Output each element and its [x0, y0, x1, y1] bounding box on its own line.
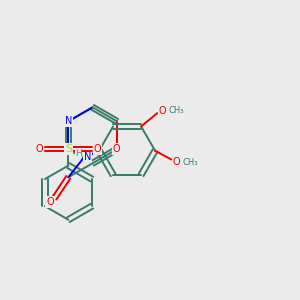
Text: CH₃: CH₃ [183, 158, 198, 167]
Text: O: O [173, 158, 180, 167]
Text: N: N [65, 116, 72, 126]
Text: O: O [46, 197, 54, 207]
Text: S: S [65, 144, 72, 154]
Text: N: N [84, 152, 91, 162]
Text: H: H [75, 149, 82, 158]
Text: O: O [159, 106, 167, 116]
Text: O: O [94, 144, 101, 154]
Text: O: O [113, 144, 121, 154]
Text: O: O [35, 144, 43, 154]
Text: CH₃: CH₃ [169, 106, 184, 115]
